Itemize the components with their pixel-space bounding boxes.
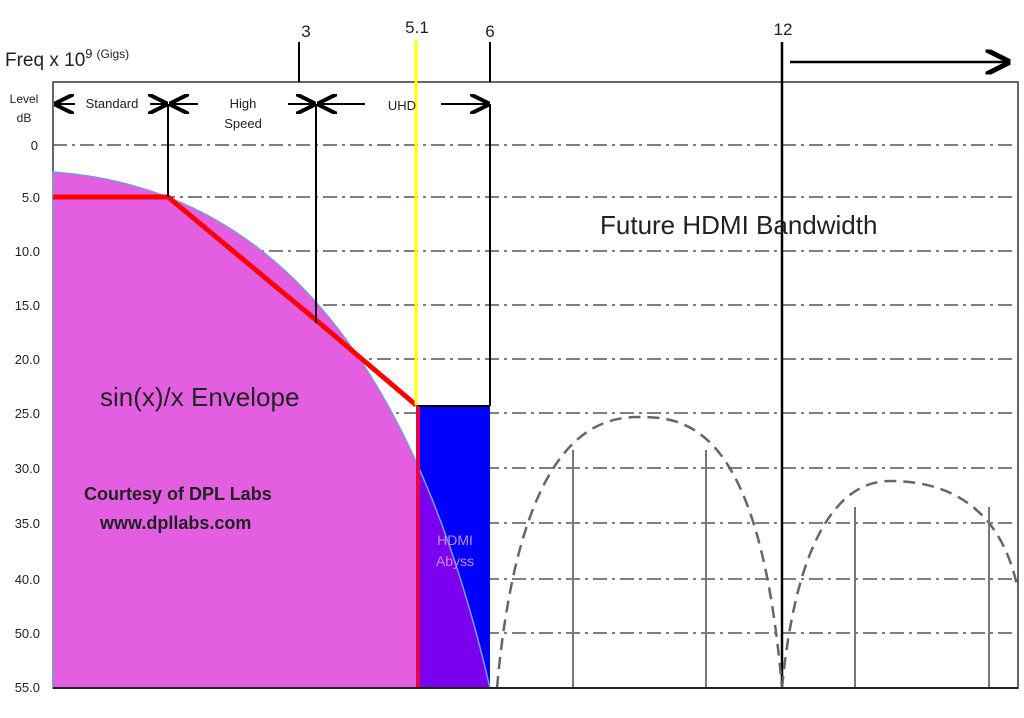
- y-tick-label: 55.0: [15, 680, 40, 695]
- abyss-label-abyss: Abyss: [436, 553, 474, 569]
- envelope-label: sin(x)/x Envelope: [100, 382, 299, 412]
- y-tick-label: 0: [31, 138, 38, 153]
- y-tick-label: 35.0: [15, 516, 40, 531]
- top-tick-label-12: 12: [774, 20, 793, 39]
- range-label-standard: Standard: [86, 96, 139, 111]
- y-tick-label: 40.0: [15, 572, 40, 587]
- y-tick-label: 5.0: [22, 190, 40, 205]
- y-tick-label: 30.0: [15, 461, 40, 476]
- top-tick-label-5-1: 5.1: [405, 18, 429, 37]
- sidelobe-1: [495, 415, 784, 689]
- y-axis-label-db: dB: [17, 111, 32, 125]
- y-tick-label: 15.0: [15, 298, 40, 313]
- range-label-high: High: [230, 96, 257, 111]
- y-tick-label: 20.0: [15, 352, 40, 367]
- spec-red-line: [53, 194, 418, 407]
- x-axis-label: Freq x 109 (Gigs): [5, 46, 129, 71]
- y-tick-label: 50.0: [15, 626, 40, 641]
- y-tick-labels: 0 5.0 10.0 15.0 20.0 25.0 30.0 35.0 40.0…: [15, 138, 40, 695]
- envelope-fill-abyss: [418, 464, 491, 689]
- range-label-speed: Speed: [224, 116, 262, 131]
- y-tick-label: 25.0: [15, 406, 40, 421]
- range-label-uhd: UHD: [388, 98, 416, 113]
- future-bandwidth-label: Future HDMI Bandwidth: [600, 210, 877, 240]
- y-axis-label-level: Level: [10, 92, 39, 106]
- y-tick-label: 10.0: [15, 244, 40, 259]
- envelope-fill-left: [52, 171, 418, 689]
- abyss-label-hdmi: HDMI: [437, 532, 473, 548]
- top-tick-label-6: 6: [485, 22, 494, 41]
- top-tick-label-3: 3: [301, 22, 310, 41]
- website-label: www.dpllabs.com: [99, 513, 251, 533]
- grid-lines: [53, 144, 1018, 634]
- courtesy-label: Courtesy of DPL Labs: [84, 484, 272, 504]
- sidelobe-markers: [572, 450, 990, 688]
- sidelobe-2: [780, 479, 1020, 689]
